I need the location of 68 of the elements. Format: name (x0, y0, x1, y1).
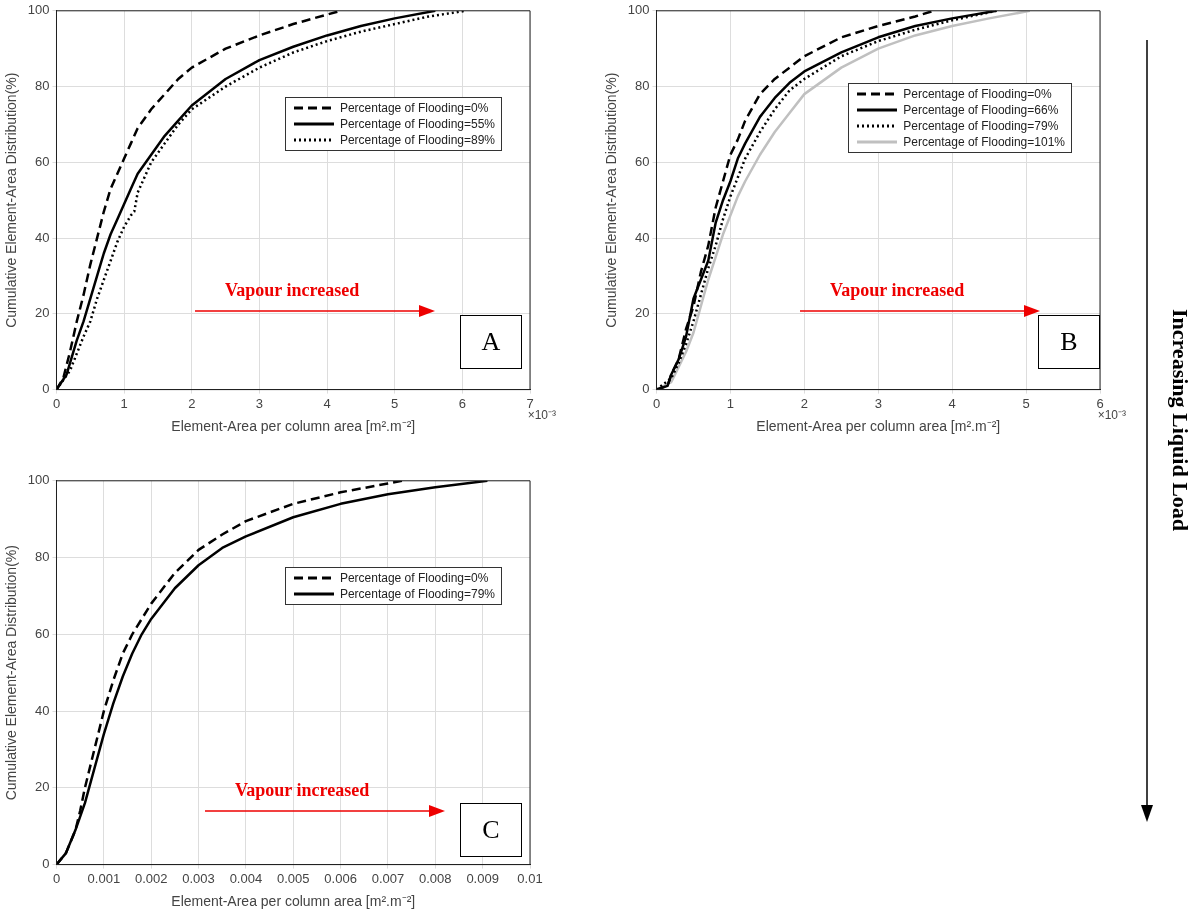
text: ×10⁻³ (527, 408, 556, 423)
y-tick-label: 100 (27, 2, 50, 18)
x-tick-label: 0.003 (182, 870, 215, 886)
x-tick-label: 6 (458, 395, 466, 411)
y-tick-label: 20 (35, 305, 50, 321)
x-tick-label: 0.004 (229, 870, 263, 886)
x-tick-label: 0 (52, 870, 61, 886)
y-axis-title: Cumulative Element-Area Distribution(%) (603, 72, 620, 328)
legend-label: Percentage of Flooding=0% (903, 86, 1052, 101)
text: ×10⁻³ (1097, 408, 1126, 423)
x-tick-label: 4 (323, 395, 331, 411)
y-tick-label: 60 (635, 153, 650, 169)
x-tick-label: 0.01 (517, 870, 543, 886)
x-tick-label: 0.007 (371, 870, 405, 886)
y-tick-label: 20 (35, 779, 50, 795)
x-tick-label: 3 (874, 395, 882, 411)
y-tick-label: 80 (635, 78, 650, 94)
legend-label: Percentage of Flooding=0% (339, 570, 489, 585)
y-tick-label: 40 (35, 702, 50, 718)
x-tick-label: 0 (652, 395, 661, 411)
y-tick-label: 0 (42, 381, 50, 397)
legend-label: Percentage of Flooding=66% (903, 102, 1059, 117)
y-tick-label: 20 (635, 305, 650, 321)
legend-label: Percentage of Flooding=0% (339, 100, 489, 115)
y-tick-label: 40 (35, 229, 50, 245)
x-tick-label: 7 (526, 395, 534, 411)
legend-label: Percentage of Flooding=89% (339, 132, 495, 147)
x-tick-label: 3 (255, 395, 264, 411)
x-tick-label: 0.006 (324, 870, 357, 886)
annotation: C (460, 803, 522, 857)
x-axis-title: Element-Area per column area [m².m⁻²] (756, 418, 1001, 435)
x-tick-label: 0.002 (134, 870, 168, 886)
legend-label: Percentage of Flooding=79% (339, 586, 495, 601)
y-axis-title: Cumulative Element-Area Distribution(%) (3, 72, 20, 328)
x-tick-label: 1 (120, 395, 128, 411)
x-tick-label: 0 (52, 395, 61, 411)
y-tick-label: 0 (642, 381, 650, 397)
y-tick-label: 80 (35, 78, 50, 94)
x-tick-label: 2 (188, 395, 196, 411)
x-tick-label: 5 (391, 395, 399, 411)
x-tick-label: 0.008 (419, 870, 452, 886)
x-tick-label: 0.009 (466, 870, 499, 886)
x-tick-label: 0.005 (276, 870, 310, 886)
y-tick-label: 80 (35, 549, 50, 565)
x-tick-label: 4 (948, 395, 956, 411)
legend-label: Percentage of Flooding=101% (903, 134, 1065, 149)
y-tick-label: 0 (42, 856, 50, 872)
legend-label: Percentage of Flooding=79% (903, 118, 1059, 133)
x-axis-title: Element-Area per column area [m².m⁻²] (171, 893, 416, 910)
text: Increasing Liquid Load (1167, 308, 1193, 532)
x-tick-label: 0.001 (87, 870, 121, 886)
legend-label: Percentage of Flooding=55% (339, 116, 495, 131)
x-tick-label: 6 (1096, 395, 1104, 411)
y-tick-label: 100 (27, 472, 50, 488)
x-tick-label: 2 (800, 395, 808, 411)
x-tick-label: 5 (1022, 395, 1030, 411)
y-tick-label: 60 (35, 625, 50, 641)
y-tick-label: 40 (635, 229, 650, 245)
annotation: Vapour increased (830, 280, 965, 301)
y-axis-title: Cumulative Element-Area Distribution(%) (3, 545, 20, 801)
x-axis-title: Element-Area per column area [m².m⁻²] (171, 418, 416, 435)
y-tick-label: 60 (35, 153, 50, 169)
annotation: Vapour increased (235, 780, 370, 801)
y-tick-label: 100 (627, 2, 650, 18)
annotation: B (1038, 315, 1100, 369)
x-tick-label: 1 (726, 395, 735, 411)
annotation: Vapour increased (225, 280, 360, 301)
annotation: A (460, 315, 522, 369)
